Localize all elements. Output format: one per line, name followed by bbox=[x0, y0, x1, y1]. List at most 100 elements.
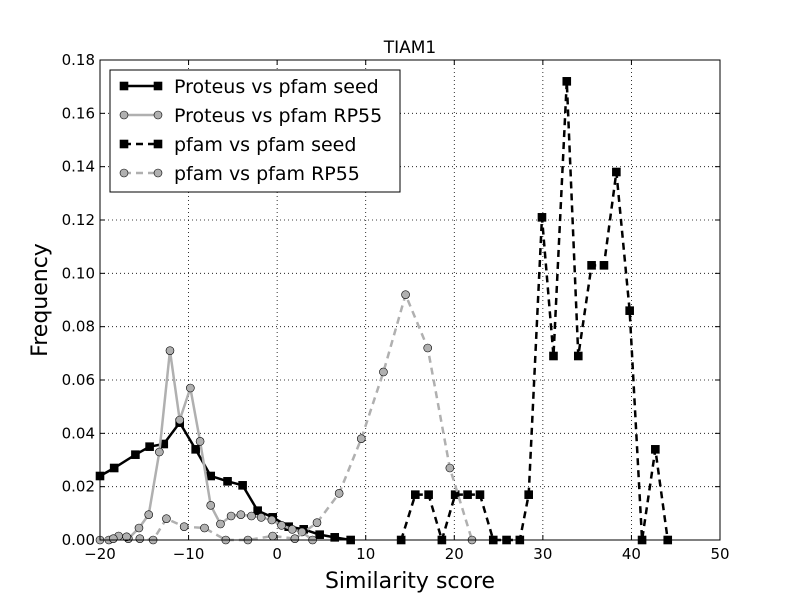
data-point bbox=[562, 77, 572, 86]
chart-title: TIAM1 bbox=[383, 38, 437, 58]
data-point bbox=[135, 534, 145, 543]
x-tick-label: 50 bbox=[710, 545, 729, 563]
data-point bbox=[253, 506, 262, 515]
data-point bbox=[277, 521, 286, 530]
x-tick-label: −10 bbox=[173, 545, 205, 563]
data-point bbox=[475, 490, 485, 499]
legend-item: Proteus vs pfam RP55 bbox=[119, 105, 382, 127]
x-tick-label: −20 bbox=[84, 545, 116, 563]
y-tick-label: 0.12 bbox=[62, 211, 95, 229]
data-point bbox=[537, 213, 547, 222]
data-point bbox=[463, 490, 472, 499]
data-point bbox=[587, 261, 596, 270]
data-point bbox=[651, 445, 660, 454]
data-point bbox=[524, 490, 533, 499]
data-point bbox=[625, 306, 634, 315]
legend-marker bbox=[119, 139, 129, 149]
x-tick-label: 10 bbox=[356, 545, 375, 563]
data-point bbox=[122, 532, 131, 542]
data-point bbox=[268, 531, 278, 541]
data-point bbox=[144, 510, 154, 519]
data-point bbox=[423, 343, 433, 353]
y-tick-label: 0.16 bbox=[62, 104, 95, 122]
data-point bbox=[195, 437, 205, 446]
y-tick-label: 0.14 bbox=[62, 158, 95, 176]
legend-label: Proteus vs pfam RP55 bbox=[174, 105, 382, 127]
data-point bbox=[226, 511, 236, 521]
data-point bbox=[356, 434, 366, 443]
legend-label: Proteus vs pfam seed bbox=[174, 76, 379, 98]
data-point bbox=[401, 290, 410, 299]
data-point bbox=[216, 519, 225, 529]
series-4 bbox=[95, 290, 477, 545]
data-point bbox=[223, 477, 232, 486]
data-point bbox=[411, 490, 420, 499]
data-point bbox=[134, 523, 144, 533]
data-point bbox=[191, 445, 200, 454]
data-point bbox=[256, 513, 266, 522]
legend-label: pfam vs pfam RP55 bbox=[174, 163, 360, 185]
data-point bbox=[334, 489, 344, 498]
plot-frame bbox=[99, 59, 721, 541]
data-point bbox=[247, 511, 256, 521]
legend-marker bbox=[153, 139, 163, 149]
data-point bbox=[236, 510, 246, 519]
data-point bbox=[200, 523, 209, 533]
x-tick-label: 0 bbox=[272, 545, 282, 563]
data-point bbox=[450, 490, 460, 499]
y-tick-label: 0.08 bbox=[62, 318, 95, 336]
data-point bbox=[424, 490, 433, 499]
x-tick-label: 20 bbox=[445, 545, 464, 563]
data-point bbox=[315, 530, 324, 539]
data-point bbox=[109, 463, 119, 473]
series-2 bbox=[104, 346, 317, 545]
legend-item: pfam vs pfam RP55 bbox=[119, 163, 360, 185]
data-point bbox=[290, 534, 300, 543]
data-point bbox=[267, 515, 277, 525]
x-axis-title: Similarity score bbox=[325, 569, 495, 594]
y-tick-label: 0.02 bbox=[62, 478, 95, 496]
legend-marker bbox=[153, 110, 163, 120]
data-point bbox=[599, 261, 609, 270]
y-axis-title: Frequency bbox=[28, 243, 53, 357]
data-point bbox=[573, 351, 583, 361]
y-tick-label: 0.10 bbox=[62, 264, 95, 282]
data-point bbox=[238, 481, 247, 490]
y-tick-label: 0.04 bbox=[62, 424, 95, 442]
data-point bbox=[175, 415, 185, 425]
data-point bbox=[162, 514, 171, 523]
data-point bbox=[312, 518, 322, 527]
legend-marker bbox=[153, 168, 163, 178]
x-tick-label: 30 bbox=[533, 545, 552, 563]
data-point bbox=[549, 351, 558, 361]
data-point bbox=[287, 525, 297, 534]
data-point bbox=[155, 447, 164, 457]
y-tick-label: 0.18 bbox=[62, 51, 95, 69]
data-point bbox=[330, 533, 340, 542]
data-point bbox=[206, 471, 216, 481]
legend-marker bbox=[119, 110, 129, 120]
data-point bbox=[445, 463, 455, 473]
ticks: −20 −10 0 10 20 30 40 50 0.00 0.02 0.04 0.06 0.08 0.1… bbox=[62, 51, 730, 563]
data-point bbox=[186, 383, 195, 393]
legend: Proteus vs pfam seed Proteus vs pfam RP55… bbox=[109, 69, 401, 193]
legend-marker bbox=[119, 81, 129, 91]
data-point bbox=[165, 346, 175, 355]
y-tick-label: 0.00 bbox=[62, 531, 95, 549]
legend-item: Proteus vs pfam seed bbox=[119, 76, 379, 98]
legend-marker bbox=[119, 168, 129, 178]
y-tick-label: 0.06 bbox=[62, 371, 95, 389]
legend-item: pfam vs pfam seed bbox=[119, 134, 356, 156]
data-point bbox=[612, 167, 621, 177]
legend-marker bbox=[153, 81, 163, 91]
data-point bbox=[145, 442, 154, 451]
data-point bbox=[131, 450, 140, 459]
data-point bbox=[108, 534, 118, 543]
legend-label: pfam vs pfam seed bbox=[174, 134, 356, 156]
data-point bbox=[179, 522, 189, 531]
series-line bbox=[399, 81, 669, 545]
x-tick-label: 40 bbox=[622, 545, 641, 563]
data-point bbox=[379, 367, 388, 377]
data-point bbox=[206, 501, 216, 510]
